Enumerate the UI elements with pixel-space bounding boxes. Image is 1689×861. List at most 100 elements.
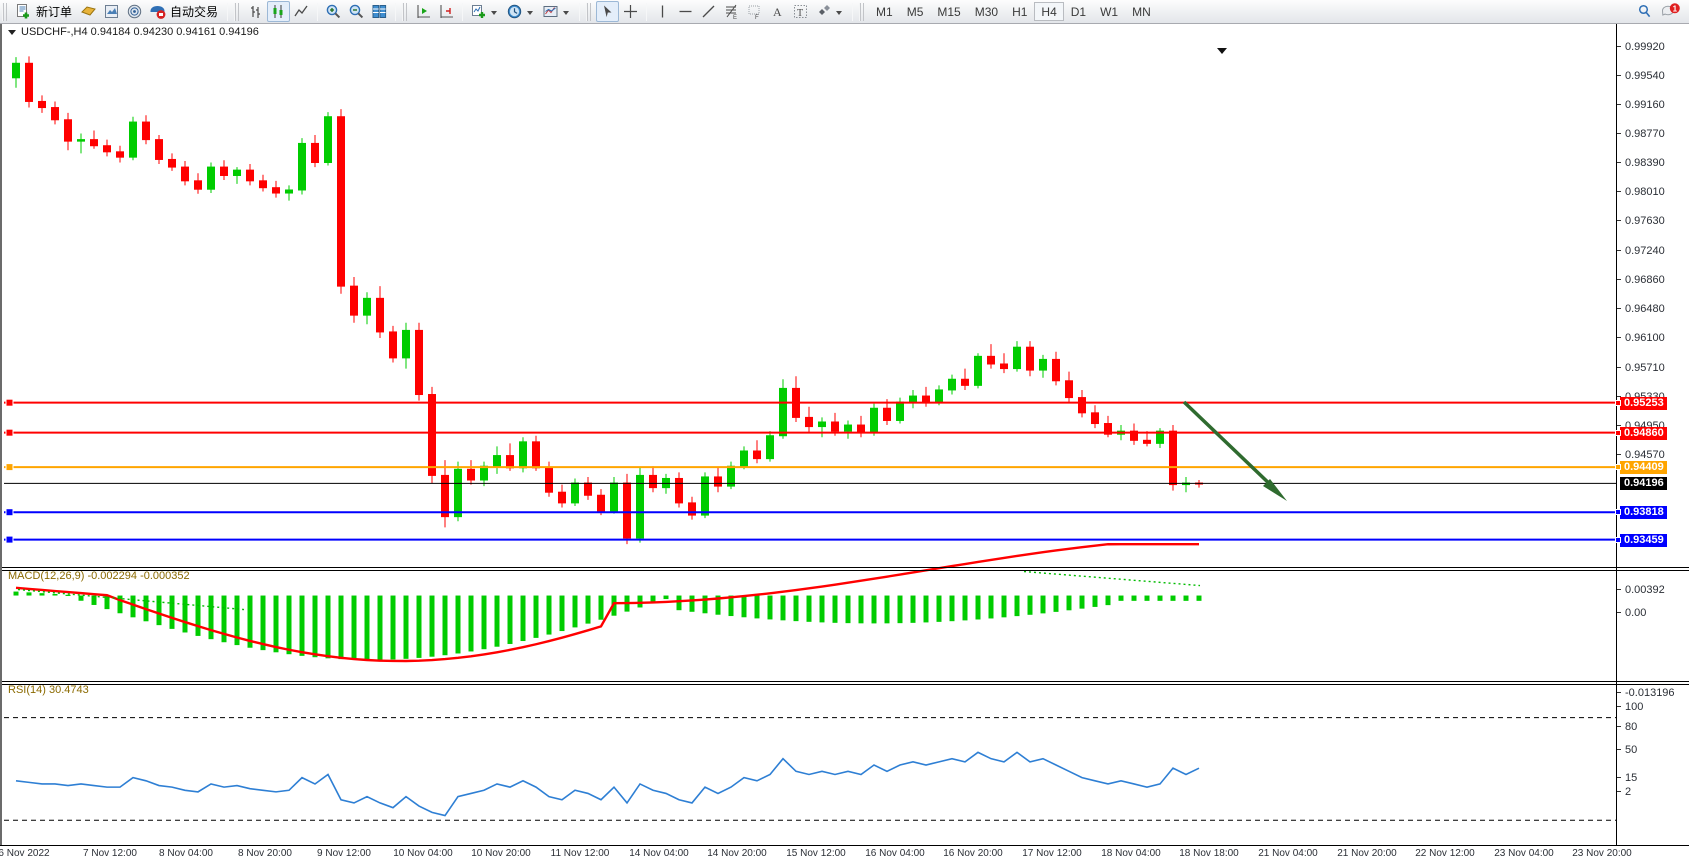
trendline-button[interactable] [697,1,720,22]
time-label: 7 Nov 12:00 [83,848,137,859]
toolbar-grip-4[interactable] [586,2,594,21]
tile-windows-button[interactable] [368,1,391,22]
periods-button[interactable] [503,1,539,22]
channel-icon: F [746,3,763,20]
collapse-indicator[interactable] [1217,48,1227,54]
macd-axis-max: 0.00392 [1617,584,1689,596]
price-tick: 0.98010 [1617,186,1689,198]
bar-chart-button[interactable] [244,1,267,22]
support-level-2-label[interactable]: 0.93459 [1615,533,1667,547]
timeframe-w1[interactable]: W1 [1100,4,1119,19]
new-order-label: 新订单 [36,4,73,19]
chart-area[interactable]: USDCHF-,H4 0.94184 0.94230 0.94161 0.941… [0,24,1689,861]
rsi-axis-2: 2 [1617,786,1689,798]
zoom-out-button[interactable] [345,1,368,22]
auto-trading-button[interactable]: 自动交易 [146,1,223,22]
time-label: 6 Nov 2022 [0,848,50,859]
chart-shift-icon [415,3,432,20]
support-level-1-label[interactable]: 0.93818 [1615,506,1667,520]
auto-scroll-button[interactable] [435,1,458,22]
fibonacci-icon: E [723,3,740,20]
price-tick: 0.98770 [1617,128,1689,140]
shapes-button[interactable] [812,1,848,22]
alerts-icon[interactable]: 1 [1661,3,1681,20]
candlestick-chart-button[interactable] [267,1,291,22]
price-tick: 0.97630 [1617,215,1689,227]
search-icon[interactable] [1636,3,1653,20]
toolbar-grip[interactable] [2,2,9,21]
toolbar-separator-5 [579,2,581,21]
timeframe-d1[interactable]: D1 [1070,4,1087,19]
toolbar-separator-1 [227,2,229,21]
time-label: 14 Nov 04:00 [629,848,689,859]
chevron-down-icon[interactable] [563,10,570,15]
last-price-level-label[interactable]: 0.94196 [1620,477,1667,491]
zoom-in-icon [325,3,342,20]
time-label: 22 Nov 12:00 [1415,848,1475,859]
time-label: 16 Nov 04:00 [865,848,925,859]
profiles-icon [103,3,120,20]
horizontal-line-button[interactable] [674,1,697,22]
pivot-level-label[interactable]: 0.94409 [1615,461,1667,475]
auto-trading-icon [149,3,166,20]
price-tick: 0.96100 [1617,332,1689,344]
chevron-down-icon[interactable] [836,10,843,15]
text-label-button[interactable]: A [766,1,789,22]
price-tick: 0.97240 [1617,245,1689,257]
timeframe-mn[interactable]: MN [1132,4,1151,19]
crosshair-button[interactable] [619,1,642,22]
toolbar-separator-6 [646,2,648,21]
toolbar-grip-3[interactable] [402,2,410,21]
indicators-button[interactable] [467,1,503,22]
toolbar-grip-2[interactable] [234,2,242,21]
channel-button[interactable]: F [743,1,766,22]
resistance-level-2-label[interactable]: 0.94860 [1615,426,1667,440]
rsi-axis-50: 50 [1617,744,1689,756]
chart-plot[interactable] [4,24,1616,861]
zoom-in-button[interactable] [322,1,345,22]
timeframe-m30[interactable]: M30 [974,4,999,19]
chevron-down-icon[interactable] [527,10,534,15]
vertical-line-button[interactable] [651,1,674,22]
theme-button[interactable] [77,1,100,22]
chart-shift-button[interactable] [412,1,435,22]
cursor-button[interactable] [596,1,620,22]
timeframe-h4[interactable]: H4 [1034,2,1064,21]
new-order-button[interactable]: 新订单 [12,1,77,22]
zoom-out-icon [348,3,365,20]
fibonacci-button[interactable]: E [720,1,743,22]
time-label: 17 Nov 12:00 [1022,848,1082,859]
down-trend-arrow[interactable] [1182,400,1287,501]
svg-text:T: T [797,8,803,19]
price-tick: 0.96480 [1617,303,1689,315]
timeframe-m15[interactable]: M15 [937,4,961,19]
timeframe-h1[interactable]: H1 [1012,4,1028,19]
price-axis[interactable]: 0.99920 0.99540 0.99160 0.98770 0.98390 0.980… [1615,24,1689,861]
time-label: 23 Nov 20:00 [1572,848,1632,859]
toolbar-grip-5[interactable] [859,2,867,21]
signals-button[interactable] [123,1,146,22]
chart-canvas[interactable] [4,24,1616,861]
chart-menu-icon[interactable] [8,29,16,35]
time-label: 15 Nov 12:00 [786,848,846,859]
text-box-icon: T [792,3,809,20]
line-chart-icon [293,3,310,20]
svg-text:A: A [773,5,782,19]
chevron-down-icon[interactable] [491,10,498,15]
resistance-level-1-label[interactable]: 0.95253 [1615,396,1667,410]
price-tick: 0.95710 [1617,362,1689,374]
time-label: 14 Nov 20:00 [707,848,767,859]
timeframe-m1[interactable]: M1 [876,4,893,19]
templates-button[interactable] [539,1,575,22]
line-chart-button[interactable] [290,1,313,22]
time-axis[interactable]: 6 Nov 2022 7 Nov 12:00 8 Nov 04:00 8 Nov 20… [0,845,1689,861]
timeframe-m5[interactable]: M5 [906,4,924,19]
toolbar-separator-4 [462,2,464,21]
horizontal-line-icon [677,3,694,20]
profiles-button[interactable] [100,1,123,22]
text-box-button[interactable]: T [789,1,812,22]
bar-chart-icon [247,3,264,20]
templates-icon [542,3,559,20]
trendline-icon [700,3,717,20]
svg-text:F: F [755,15,759,20]
